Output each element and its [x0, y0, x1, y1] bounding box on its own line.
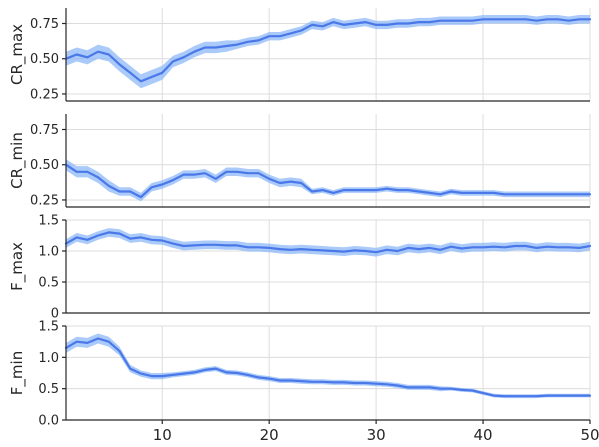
- series-line: [64, 18, 592, 83]
- x-axis-ticks: 10 20 30 40 50: [153, 420, 599, 444]
- y-tick-label: 0.50: [30, 158, 59, 173]
- y-tick-label: 0.5: [38, 382, 59, 397]
- series-line: [64, 163, 592, 199]
- y-tick-label: 0.25: [30, 193, 59, 208]
- x-tick-label: 40: [474, 426, 493, 444]
- confidence-band: [66, 228, 590, 257]
- y-tick-label: 1.0: [38, 351, 59, 366]
- y-axis-label: CR_max: [8, 24, 27, 85]
- x-tick-label: 50: [580, 426, 599, 444]
- y-tick-label: 0.75: [30, 123, 59, 138]
- y-tick-label: 1.5: [38, 214, 59, 229]
- y-tick-label: 0.5: [38, 276, 59, 291]
- y-tick-label: 1.5: [38, 320, 59, 335]
- x-tick-label: 10: [153, 426, 172, 444]
- x-tick-label: 30: [367, 426, 386, 444]
- panels: 0.250.500.75CR_max0.250.500.75CR_min00.5…: [8, 8, 592, 429]
- y-axis-label: CR_min: [8, 132, 27, 189]
- y-axis-label: F_min: [8, 351, 27, 395]
- series-line: [64, 337, 592, 398]
- series-line: [64, 231, 592, 254]
- y-tick-label: 0.25: [30, 87, 59, 102]
- y-axis-label: F_max: [8, 242, 27, 291]
- y-tick-label: 0.50: [30, 52, 59, 67]
- x-tick-label: 20: [260, 426, 279, 444]
- y-tick-label: 1.0: [38, 245, 59, 260]
- panel-f-min: 0.0 0.5 1.0 1.5 F_min: [8, 320, 592, 429]
- confidence-band: [66, 15, 590, 89]
- y-tick-label: 0: [51, 307, 59, 322]
- panel-f-max: 0 0.5 1.0 1.5 F_max: [8, 214, 592, 322]
- y-tick-label: 0.75: [30, 17, 59, 32]
- confidence-band: [66, 159, 590, 202]
- y-tick-label: 0.0: [38, 414, 59, 429]
